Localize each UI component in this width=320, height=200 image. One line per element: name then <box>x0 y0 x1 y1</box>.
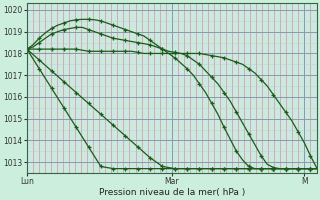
X-axis label: Pression niveau de la mer( hPa ): Pression niveau de la mer( hPa ) <box>99 188 245 197</box>
